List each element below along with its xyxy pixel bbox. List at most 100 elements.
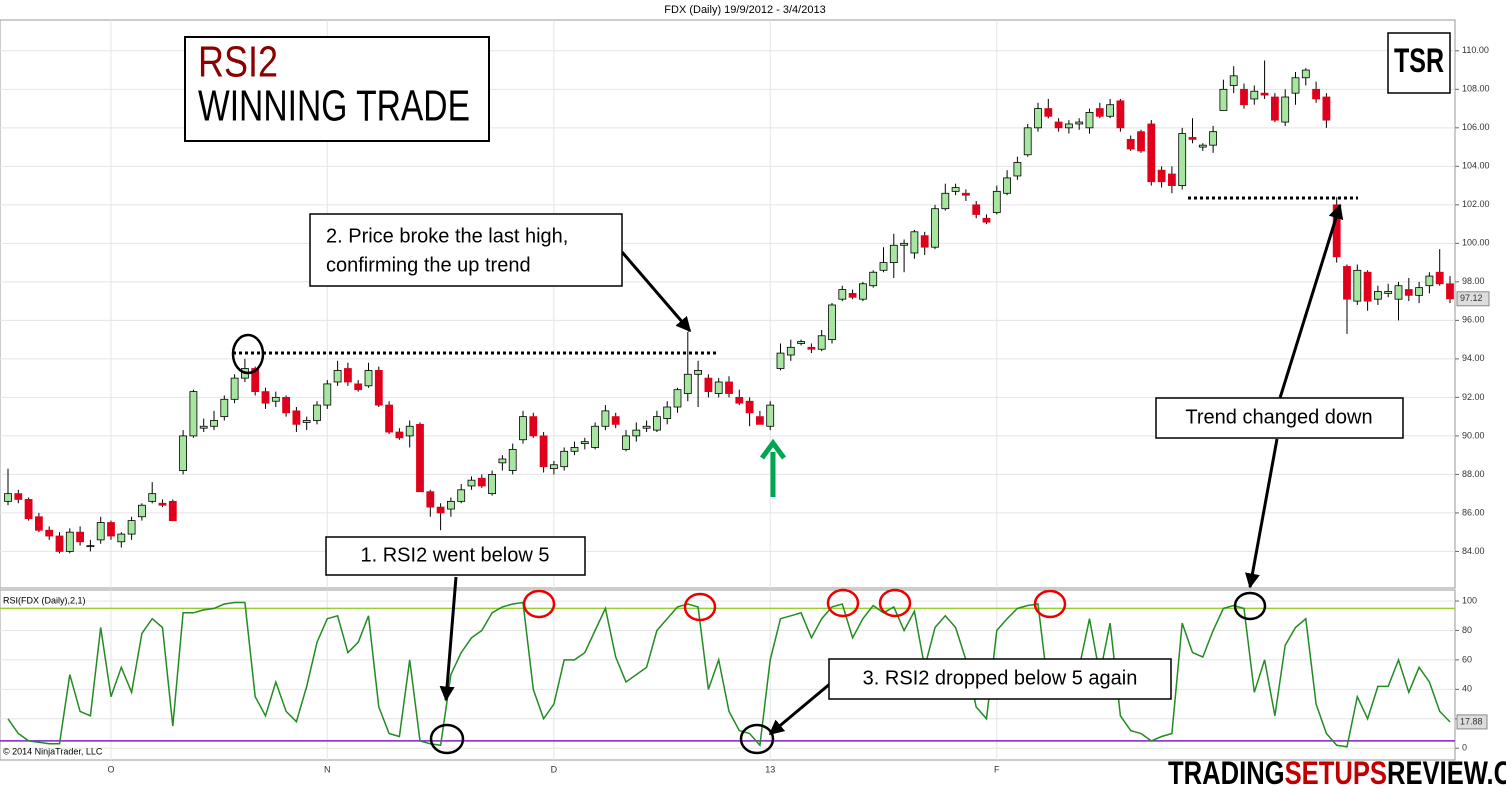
candle-body xyxy=(488,473,497,495)
watermark-text: TRADINGSETUPSREVIEW.COM xyxy=(1168,756,1506,791)
candle-body xyxy=(1034,108,1042,129)
y-tick-label: 94.00 xyxy=(1462,353,1485,363)
candle-body xyxy=(282,396,291,414)
candle-body xyxy=(179,435,188,471)
candle-body xyxy=(1240,88,1248,106)
candle-body xyxy=(86,545,95,548)
candle-body xyxy=(1353,269,1362,302)
rsi-panel xyxy=(0,589,1456,761)
note-box xyxy=(828,658,1172,700)
y-tick-label: 84.00 xyxy=(1462,546,1485,556)
candle-body xyxy=(591,425,599,448)
candle-body xyxy=(107,522,115,537)
candle-body xyxy=(127,520,136,535)
y-tick-label: 0 xyxy=(1462,743,1467,753)
candle-body xyxy=(1425,275,1434,287)
candle-body xyxy=(1271,96,1279,121)
last-value-box xyxy=(1456,714,1488,730)
candle-body xyxy=(859,283,867,300)
candle-body xyxy=(457,489,466,502)
annotations: RSI2 WINNING TRADE TSR 2. Price broke th… xyxy=(184,32,1506,791)
candle-body xyxy=(1095,108,1104,117)
note-box xyxy=(1155,397,1404,439)
candle-body xyxy=(560,450,569,468)
circle xyxy=(683,592,717,622)
candle-body xyxy=(982,217,991,223)
candle-body xyxy=(1065,123,1073,129)
candle-body xyxy=(663,406,672,419)
candle-body xyxy=(199,425,208,429)
candle-body xyxy=(1301,69,1310,79)
candle-body xyxy=(1188,137,1197,140)
candle-body xyxy=(158,502,167,506)
circle xyxy=(826,588,860,618)
watermark-part: SETUPS xyxy=(1285,756,1387,791)
y-tick-label: 86.00 xyxy=(1462,507,1485,517)
candle-body xyxy=(622,435,630,450)
candle-body xyxy=(1168,173,1176,186)
candle-body xyxy=(529,416,538,437)
marks: 97.12 17.88 xyxy=(0,60,1490,748)
last-value-label: 97.12 xyxy=(1460,293,1483,303)
circle xyxy=(522,589,556,619)
candle-body xyxy=(570,447,579,452)
x-tick-label: N xyxy=(324,764,331,774)
copyright: © 2014 NinjaTrader, LLC xyxy=(3,746,103,756)
candle-body xyxy=(869,271,878,287)
last-value-label: 17.88 xyxy=(1460,716,1483,726)
candle-body xyxy=(817,335,826,350)
note-box xyxy=(309,213,623,287)
candle-body xyxy=(1075,121,1084,125)
y-tick-label: 108.00 xyxy=(1462,84,1490,94)
y-tick-label: 92.00 xyxy=(1462,392,1485,402)
x-tick-label: O xyxy=(107,764,114,774)
x-tick-label: D xyxy=(551,764,558,774)
candle-body xyxy=(766,404,775,427)
candle-body xyxy=(1312,88,1320,100)
candle-body xyxy=(941,192,950,210)
y-tick-label: 98.00 xyxy=(1462,276,1485,286)
circle xyxy=(1233,591,1267,621)
arrow xyxy=(768,681,832,736)
candle-body xyxy=(436,506,445,514)
candle-body xyxy=(251,368,260,393)
candle-body xyxy=(601,410,610,427)
note: confirming the up trend xyxy=(326,254,531,276)
candle-body xyxy=(745,400,754,414)
candle-body xyxy=(323,383,332,406)
headline-box xyxy=(184,36,490,142)
candle-body xyxy=(725,381,733,394)
candle-body xyxy=(230,377,239,400)
circle xyxy=(429,723,465,755)
candle-body xyxy=(374,370,383,406)
candle-body xyxy=(1229,75,1238,86)
y-tick-label: 104.00 xyxy=(1462,161,1490,171)
candle-body xyxy=(1178,133,1187,186)
candle-body xyxy=(354,383,363,391)
candle-body xyxy=(1085,112,1094,129)
circle xyxy=(739,723,775,755)
candle-body xyxy=(1013,162,1022,177)
candle-body xyxy=(920,235,929,248)
last-value-box xyxy=(1456,291,1490,307)
arrow xyxy=(439,576,458,702)
chart-title: FDX (Daily) 19/9/2012 - 3/4/2013 xyxy=(664,4,825,16)
candle-body xyxy=(1363,271,1372,302)
candle-body xyxy=(189,391,198,437)
candle-body xyxy=(992,190,1001,213)
candle-body xyxy=(1198,144,1207,148)
candle-body xyxy=(1415,287,1423,296)
candle-body xyxy=(477,477,486,487)
y-tick-label: 80 xyxy=(1462,625,1472,635)
candle-body xyxy=(1116,100,1125,129)
candle-body xyxy=(673,389,682,408)
candle-body xyxy=(1106,104,1114,117)
y-tick-label: 100 xyxy=(1462,595,1477,605)
candle-body xyxy=(148,493,157,502)
y-tick-label: 40 xyxy=(1462,684,1472,694)
candle-body xyxy=(1291,77,1300,94)
logo: TSR xyxy=(1394,42,1444,80)
candle-body xyxy=(1157,169,1166,183)
candle-body xyxy=(1343,266,1351,300)
